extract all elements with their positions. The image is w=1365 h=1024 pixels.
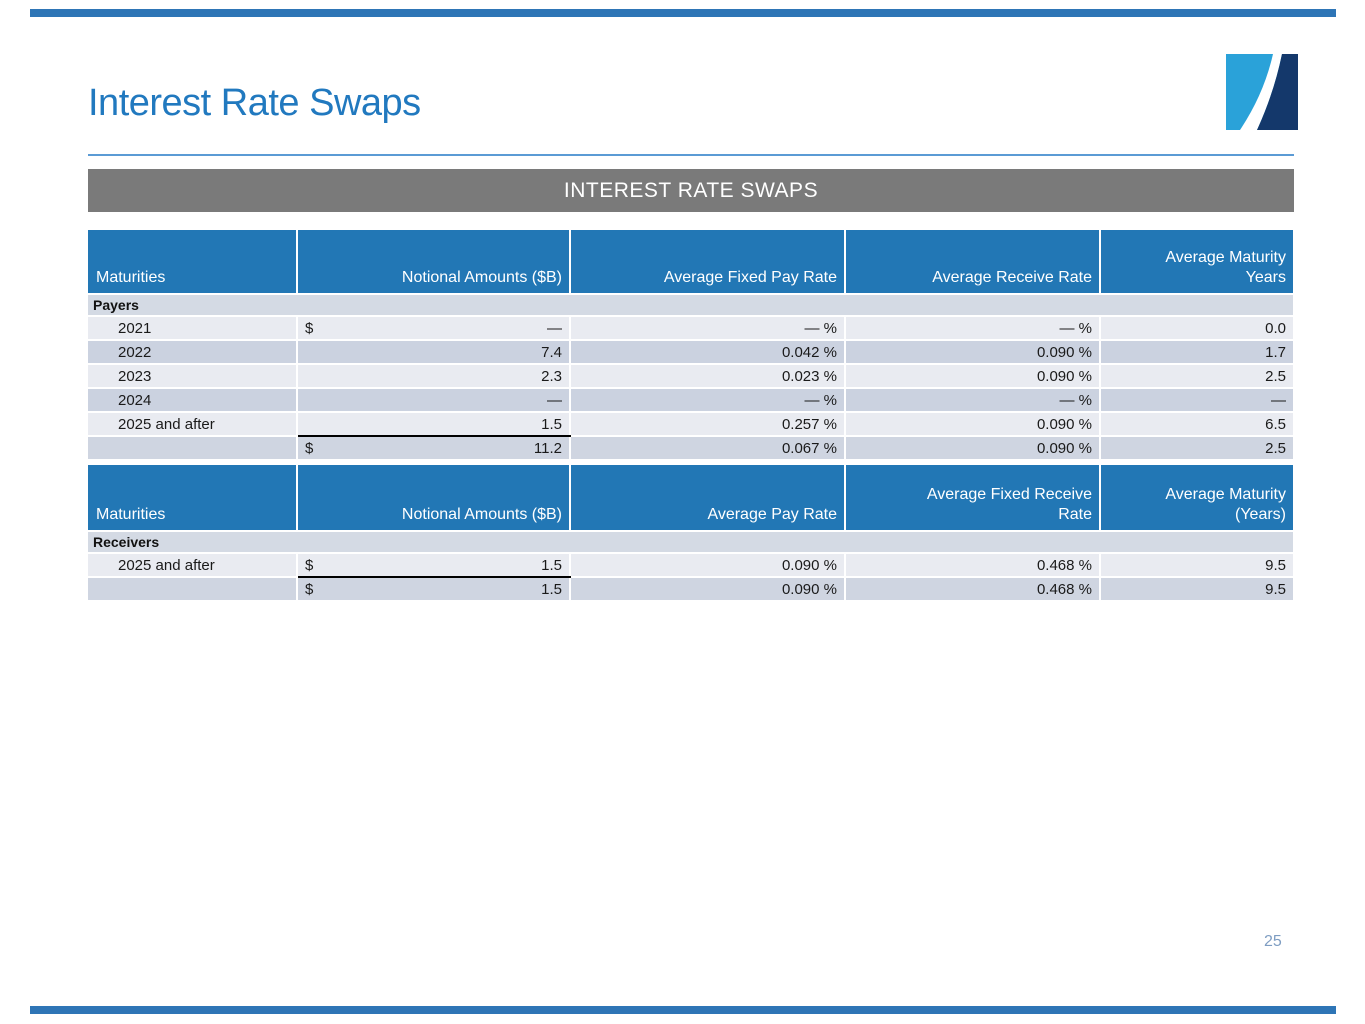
table-row-2022: 2022 7.4 0.042 % 0.090 % 1.7 [88, 341, 1293, 363]
pay-rate-cell: 0.257 % [571, 413, 846, 435]
dollar-sign: $ [305, 580, 314, 598]
page-title: Interest Rate Swaps [88, 82, 421, 124]
notional-value: 2.3 [541, 367, 562, 385]
maturity-cell: 2021 [88, 317, 298, 339]
table-row-2023: 2023 2.3 0.023 % 0.090 % 2.5 [88, 365, 1293, 387]
maturity-cell: 2023 [88, 365, 298, 387]
receive-rate-cell: 0.090 % [846, 437, 1101, 459]
maturity-cell [88, 578, 298, 600]
payers-table: Maturities Notional Amounts ($B) Average… [88, 230, 1293, 459]
receive-rate-cell: 0.090 % [846, 341, 1101, 363]
receive-rate-cell: 0.090 % [846, 413, 1101, 435]
notional-cell: $11.2 [298, 437, 571, 459]
column-header-fixed-receive-rate: Average Fixed Receive Rate [846, 465, 1101, 530]
pay-rate-cell: 0.042 % [571, 341, 846, 363]
top-accent-bar [30, 9, 1336, 17]
page-number: 25 [1264, 933, 1282, 950]
years-cell: 2.5 [1101, 437, 1293, 459]
column-header-notional: Notional Amounts ($B) [298, 230, 571, 293]
payers-section-row: Payers [88, 295, 1293, 315]
notional-cell: — [298, 389, 571, 411]
years-cell: — [1101, 389, 1293, 411]
receive-rate-cell: 0.090 % [846, 365, 1101, 387]
table-row-2025-and-after: 2025 and after 1.5 0.257 % 0.090 % 6.5 [88, 413, 1293, 437]
receivers-section-row: Receivers [88, 532, 1293, 552]
notional-value: — [547, 319, 562, 337]
section-label: Receivers [88, 532, 1293, 552]
pay-rate-cell: — % [571, 389, 846, 411]
column-header-fixed-pay-rate: Average Fixed Pay Rate [571, 230, 846, 293]
receive-rate-cell: — % [846, 389, 1101, 411]
dollar-sign: $ [305, 319, 314, 337]
column-header-avg-maturity: Average Maturity Years [1101, 230, 1293, 293]
maturity-cell: 2025 and after [88, 554, 298, 576]
maturity-cell: 2025 and after [88, 413, 298, 435]
tables-container: Maturities Notional Amounts ($B) Average… [88, 230, 1293, 602]
payers-header-row: Maturities Notional Amounts ($B) Average… [88, 230, 1293, 293]
receive-rate-cell: 0.468 % [846, 578, 1101, 600]
maturity-cell [88, 437, 298, 459]
notional-value: 11.2 [533, 439, 562, 457]
pay-rate-cell: — % [571, 317, 846, 339]
column-header-avg-maturity: Average Maturity (Years) [1101, 465, 1293, 530]
receivers-total-row: $1.5 0.090 % 0.468 % 9.5 [88, 578, 1293, 600]
years-cell: 2.5 [1101, 365, 1293, 387]
column-header-notional: Notional Amounts ($B) [298, 465, 571, 530]
years-cell: 6.5 [1101, 413, 1293, 435]
notional-value: 1.5 [541, 580, 562, 598]
company-logo-icon [1226, 54, 1298, 130]
years-cell: 0.0 [1101, 317, 1293, 339]
section-banner: INTEREST RATE SWAPS [88, 169, 1294, 212]
receive-rate-cell: 0.468 % [846, 554, 1101, 576]
section-label: Payers [88, 295, 1293, 315]
years-cell: 9.5 [1101, 578, 1293, 600]
column-header-receive-rate: Average Receive Rate [846, 230, 1101, 293]
maturity-cell: 2024 [88, 389, 298, 411]
receivers-table: Maturities Notional Amounts ($B) Average… [88, 465, 1293, 600]
years-cell: 9.5 [1101, 554, 1293, 576]
dollar-sign: $ [305, 439, 314, 457]
title-divider [88, 154, 1294, 156]
dollar-sign: $ [305, 556, 314, 574]
notional-value: 1.5 [541, 556, 562, 574]
table-row-2025-and-after-receivers: 2025 and after $1.5 0.090 % 0.468 % 9.5 [88, 554, 1293, 578]
pay-rate-cell: 0.023 % [571, 365, 846, 387]
maturity-cell: 2022 [88, 341, 298, 363]
pay-rate-cell: 0.090 % [571, 578, 846, 600]
bottom-accent-bar [30, 1006, 1336, 1014]
pay-rate-cell: 0.067 % [571, 437, 846, 459]
receivers-header-row: Maturities Notional Amounts ($B) Average… [88, 465, 1293, 530]
notional-value: — [547, 391, 562, 409]
notional-cell: $1.5 [298, 578, 571, 600]
notional-cell: 1.5 [298, 413, 571, 435]
column-header-maturities: Maturities [88, 465, 298, 530]
notional-cell: 7.4 [298, 341, 571, 363]
notional-value: 7.4 [541, 343, 562, 361]
notional-cell: $ — [298, 317, 571, 339]
notional-cell: 2.3 [298, 365, 571, 387]
pay-rate-cell: 0.090 % [571, 554, 846, 576]
table-row-2021: 2021 $ — — % — % 0.0 [88, 317, 1293, 339]
notional-value: 1.5 [541, 415, 562, 433]
table-row-2024: 2024 — — % — % — [88, 389, 1293, 411]
notional-cell: $1.5 [298, 554, 571, 576]
payers-total-row: $11.2 0.067 % 0.090 % 2.5 [88, 437, 1293, 459]
receive-rate-cell: — % [846, 317, 1101, 339]
years-cell: 1.7 [1101, 341, 1293, 363]
column-header-pay-rate: Average Pay Rate [571, 465, 846, 530]
column-header-maturities: Maturities [88, 230, 298, 293]
